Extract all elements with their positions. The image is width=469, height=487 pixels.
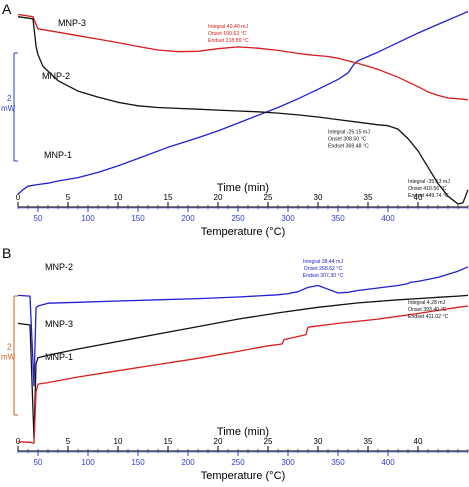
time-tick-label: 30 (314, 193, 323, 202)
time-tick-label: 5 (66, 437, 71, 446)
x-axis-title-time: Time (min) (217, 182, 269, 194)
series-label-mnp-3: MNP-3 (45, 319, 73, 329)
time-tick-label: 5 (66, 193, 71, 202)
annotation-line: Onset 268.62 °C (304, 266, 343, 272)
x-axis-title-time: Time (min) (217, 426, 269, 438)
panel-label: B (2, 245, 11, 261)
time-tick-label: 20 (214, 193, 223, 202)
annotation-line: Endset 307.30 °C (303, 273, 344, 279)
temp-tick-label: 100 (81, 214, 95, 223)
scale-value: 2 (7, 94, 12, 103)
temp-tick-label: 150 (131, 214, 145, 223)
time-tick-label: 15 (164, 437, 173, 446)
series-label-mnp-3: MNP-3 (58, 18, 86, 28)
temp-tick-label: 50 (34, 458, 43, 467)
temp-tick-label: 200 (181, 458, 195, 467)
annotation-line: Onset 393.40 °C (408, 307, 447, 313)
x-axis-title-temperature: Temperature (°C) (201, 470, 285, 482)
x-axis-title-temperature: Temperature (°C) (201, 226, 285, 238)
scale-unit: mW (1, 104, 16, 113)
annotation-line: Integral -25.15 mJ (328, 129, 370, 135)
temp-tick-label: 300 (281, 214, 295, 223)
panel-label: A (2, 1, 12, 17)
series-label-mnp-1: MNP-1 (44, 150, 72, 160)
time-tick-label: 30 (314, 437, 323, 446)
time-tick-label: 25 (264, 437, 273, 446)
annotation-line: Integral -35.13 mJ (408, 179, 450, 185)
scale-unit: mW (1, 353, 16, 362)
time-tick-label: 20 (214, 437, 223, 446)
series-line-mnp-3 (17, 294, 469, 440)
time-tick-label: 15 (164, 193, 173, 202)
temp-tick-label: 400 (381, 214, 395, 223)
annotation-line: Endset 218.89 °C (208, 38, 249, 44)
series-line-mnp-1 (17, 305, 469, 444)
annotation-line: Endset 411.02 °C (408, 314, 449, 320)
time-tick-label: 35 (364, 437, 373, 446)
annotation-line: Integral 38.44 mJ (303, 259, 343, 265)
chart-panel-a: A 2mW 0 5 10 15 20 25 30 35 40 50 100 150 200 250 300 350… (1, 1, 469, 238)
temp-tick-label: 200 (181, 214, 195, 223)
temp-tick-label: 400 (381, 458, 395, 467)
series-line-mnp-1 (17, 10, 469, 195)
series-line-mnp-3 (17, 16, 469, 205)
temp-tick-label: 350 (331, 214, 345, 223)
annotation-line: Endset 369.48 °C (328, 143, 369, 149)
time-tick-label: 0 (16, 193, 21, 202)
annotation-line: Onset 190.63 °C (208, 31, 247, 37)
series-line-mnp-2 (17, 13, 469, 101)
annotation-line: Onset 308.50 °C (328, 136, 367, 142)
annotation-line: Integral 4.28 mJ (408, 300, 446, 306)
series-label-mnp-1: MNP-1 (45, 352, 73, 362)
annotation-line: Integral 40.40 mJ (208, 24, 248, 30)
temp-tick-label: 150 (131, 458, 145, 467)
temp-tick-label: 250 (231, 458, 245, 467)
time-tick-label: 25 (264, 193, 273, 202)
scale-value: 2 (7, 343, 12, 352)
time-tick-label: 10 (114, 437, 123, 446)
annotation-line: Endset 449.74 °C (408, 193, 449, 199)
series-label-mnp-2: MNP-2 (42, 71, 70, 81)
series-label-mnp-2: MNP-2 (45, 262, 73, 272)
annotation-line: Onset 410.56 °C (408, 186, 447, 192)
series-line-mnp-2 (17, 266, 469, 387)
temp-tick-label: 250 (231, 214, 245, 223)
temp-tick-label: 50 (34, 214, 43, 223)
time-tick-label: 10 (114, 193, 123, 202)
time-tick-label: 35 (364, 193, 373, 202)
temp-tick-label: 300 (281, 458, 295, 467)
time-tick-label: 40 (414, 437, 423, 446)
temp-tick-label: 100 (81, 458, 95, 467)
temp-tick-label: 350 (331, 458, 345, 467)
time-tick-label: 40 (414, 193, 423, 202)
